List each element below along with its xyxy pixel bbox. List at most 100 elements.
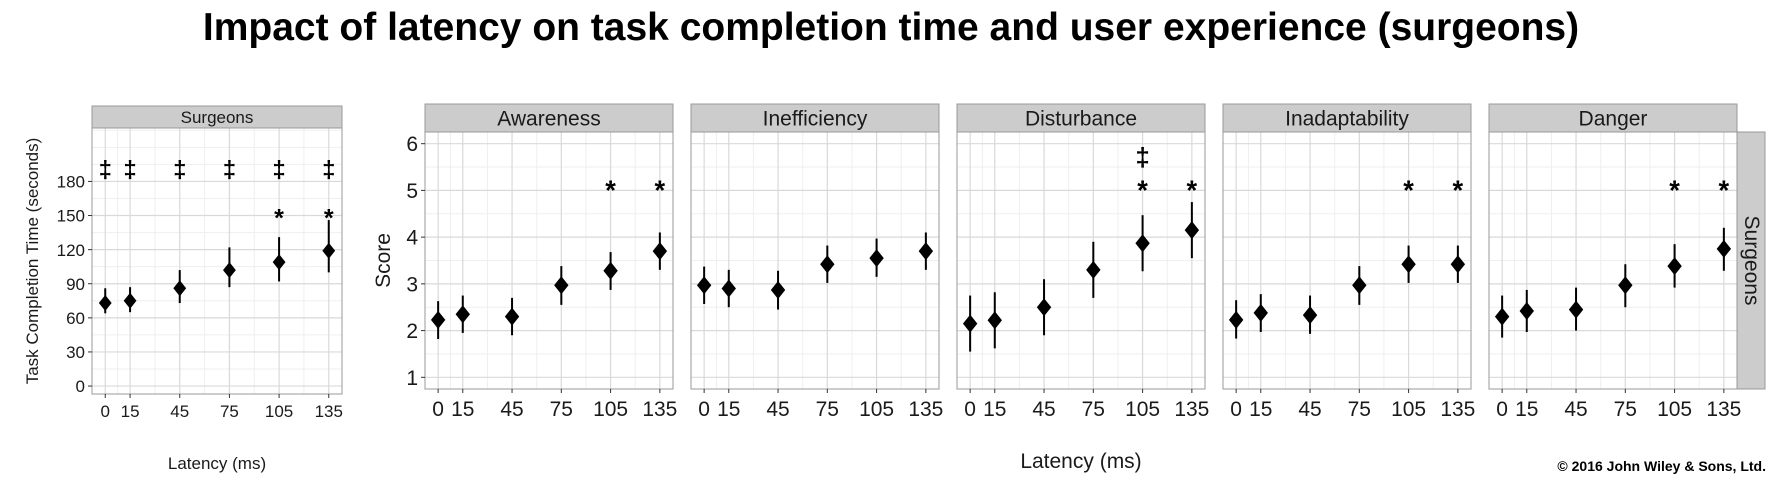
row-strip-box xyxy=(1736,131,1766,390)
x-tick-label: 0 xyxy=(1230,398,1242,421)
data-point xyxy=(1401,255,1416,274)
significance-star: * xyxy=(1403,174,1414,205)
x-tick-label: 0 xyxy=(964,398,976,421)
x-axis-label: Latency (ms) xyxy=(1020,450,1141,473)
x-tick-label: 105 xyxy=(593,398,628,421)
x-tick-label: 135 xyxy=(1440,398,1475,421)
x-tick-label: 15 xyxy=(717,398,740,421)
x-tick-label: 105 xyxy=(265,402,293,421)
significance-dagger: ‡ xyxy=(322,156,335,183)
data-point xyxy=(987,311,1002,330)
chart-title: Impact of latency on task completion tim… xyxy=(202,6,1580,49)
facet-strip-label: Inadaptability xyxy=(1285,108,1409,131)
facet-strip-label: Inefficiency xyxy=(763,108,868,131)
y-tick-label: 3 xyxy=(406,273,418,296)
facet-panel-inadaptability: Inadaptability 0 15 45 75 105 135 * * xyxy=(1222,103,1475,421)
significance-dagger: ‡ xyxy=(99,156,112,183)
facet-strip-label: Danger xyxy=(1579,108,1648,131)
data-point xyxy=(98,295,112,312)
data-point xyxy=(1568,300,1584,319)
data-point xyxy=(652,242,668,261)
significance-dagger: ‡ xyxy=(173,156,186,183)
x-tick-label: 75 xyxy=(1614,398,1637,421)
x-tick-label: 45 xyxy=(1564,398,1587,421)
data-point xyxy=(1302,306,1318,325)
significance-star: * xyxy=(1719,174,1730,205)
data-point xyxy=(603,261,618,280)
x-tick-label: 105 xyxy=(1125,398,1160,421)
x-tick-label: 135 xyxy=(642,398,677,421)
data-point xyxy=(1494,307,1510,326)
y-tick-label: 150 xyxy=(57,207,85,226)
data-point xyxy=(455,305,470,324)
x-tick-label: 15 xyxy=(121,402,140,421)
data-point xyxy=(1135,234,1150,253)
x-tick-label: 45 xyxy=(1298,398,1321,421)
data-point xyxy=(1519,301,1534,320)
x-tick-label: 15 xyxy=(451,398,474,421)
x-tick-label: 135 xyxy=(315,402,343,421)
x-tick-label: 135 xyxy=(1174,398,1209,421)
data-point xyxy=(272,254,286,271)
y-tick-label: 120 xyxy=(57,241,85,260)
data-point xyxy=(123,292,137,309)
x-tick-label: 75 xyxy=(816,398,839,421)
data-point xyxy=(1253,303,1268,322)
y-tick-label: 2 xyxy=(406,320,418,343)
y-tick-label: 30 xyxy=(66,343,85,362)
facet-strip xyxy=(956,103,1206,133)
y-tick-label: 0 xyxy=(76,377,85,396)
data-point xyxy=(1450,255,1466,274)
x-tick-label: 75 xyxy=(220,402,239,421)
data-point xyxy=(1228,310,1244,329)
facet-panel-inefficiency: Inefficiency 0 15 45 75 105 135 xyxy=(690,103,943,421)
data-point xyxy=(721,279,736,298)
x-tick-label: 135 xyxy=(908,398,943,421)
x-tick-label: 15 xyxy=(1249,398,1272,421)
data-point xyxy=(696,276,712,295)
x-tick-label: 0 xyxy=(698,398,710,421)
data-point xyxy=(1352,276,1367,295)
x-tick-label: 75 xyxy=(1348,398,1371,421)
plot-background xyxy=(92,128,342,394)
significance-star: * xyxy=(274,205,284,233)
x-tick-label: 105 xyxy=(1391,398,1426,421)
data-point xyxy=(430,310,446,329)
facet-strip xyxy=(91,105,343,129)
significance-star: * xyxy=(1137,174,1148,205)
y-tick-label: 5 xyxy=(406,180,418,203)
x-tick-label: 105 xyxy=(859,398,894,421)
data-point xyxy=(504,307,520,326)
y-tick-label: 4 xyxy=(406,227,418,250)
facet-strip xyxy=(690,103,940,133)
significance-star: * xyxy=(655,174,666,205)
x-tick-label: 75 xyxy=(550,398,573,421)
facet-strip xyxy=(1222,103,1472,133)
data-point xyxy=(1036,298,1052,317)
y-tick-label: 1 xyxy=(406,367,418,390)
facet-strip-label: Surgeons xyxy=(181,108,254,127)
y-tick-label: 180 xyxy=(57,173,85,192)
significance-star: * xyxy=(1187,174,1198,205)
facet-strip xyxy=(1488,103,1738,133)
x-tick-label: 15 xyxy=(1515,398,1538,421)
x-tick-label: 0 xyxy=(101,402,110,421)
facet-panel-danger: Danger 0 15 45 75 105 135 * * xyxy=(1488,103,1741,421)
significance-star: * xyxy=(1453,174,1464,205)
row-strip-label: Surgeons xyxy=(1740,216,1763,306)
y-tick-label: 60 xyxy=(66,309,85,328)
data-point xyxy=(962,314,978,333)
x-tick-label: 45 xyxy=(766,398,789,421)
facet-strip xyxy=(424,103,674,133)
data-point xyxy=(554,276,569,295)
x-tick-label: 105 xyxy=(1657,398,1692,421)
facet-strip-label: Awareness xyxy=(497,108,601,131)
data-point xyxy=(173,280,187,297)
data-point xyxy=(918,242,934,261)
data-point xyxy=(223,262,236,279)
significance-dagger: ‡ xyxy=(272,156,285,183)
significance-star: * xyxy=(1669,174,1680,205)
